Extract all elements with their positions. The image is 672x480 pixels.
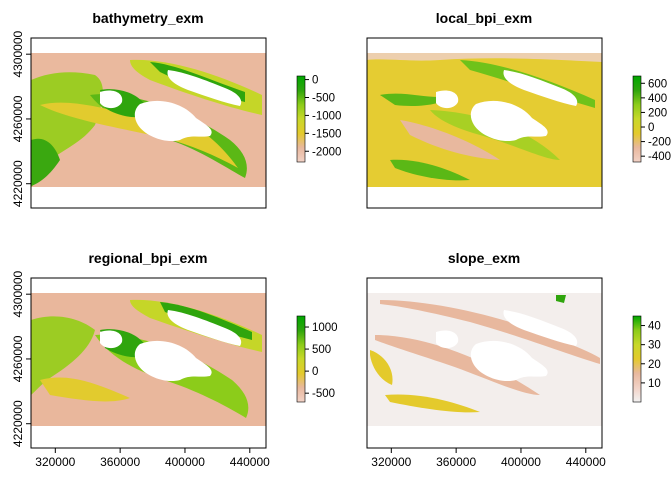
colorbar-tick-label: 10 — [648, 378, 661, 390]
x-tick-label: 440000 — [230, 455, 270, 469]
colorbar-tick-label: 400 — [648, 93, 667, 105]
raster-layer — [31, 53, 266, 187]
colorbar-tick-label: 0 — [312, 366, 318, 378]
y-tick-label: 4260000 — [11, 335, 25, 382]
colorbar-tick-label: -400 — [648, 151, 671, 163]
panel-title: local_bpi_exm — [436, 10, 533, 26]
plot-frame — [30, 37, 267, 209]
x-tick-label: 360000 — [436, 455, 476, 469]
panel-slope: slope_exm 320000 360000 400000 440000 40 30 2… — [366, 250, 661, 469]
colorbar-tick-label: 1000 — [312, 322, 338, 334]
land-mask — [100, 70, 242, 142]
raster-feature-salmon-patch — [400, 120, 500, 160]
y-tick-label: 4220000 — [11, 400, 25, 447]
colorbar-tick-label: 40 — [648, 321, 661, 333]
x-axis: 320000 360000 400000 440000 — [35, 448, 270, 469]
colorbar-ramp — [296, 315, 306, 403]
plot-frame — [366, 277, 603, 449]
y-axis: 4220000 4260000 4300000 — [11, 271, 31, 447]
raster-feature-ridge-north — [380, 300, 600, 364]
raster-feature-west-dark — [31, 138, 60, 186]
land-mask — [100, 310, 242, 382]
colorbar-ramp — [296, 75, 306, 163]
land-polygon-north — [167, 310, 242, 346]
x-axis: 320000 360000 400000 440000 — [371, 448, 606, 469]
colorbar-tick-label: 30 — [648, 340, 661, 352]
land-polygon-north — [503, 70, 578, 106]
raster-feature-pale-edge — [367, 53, 602, 62]
plot-frame — [366, 37, 603, 209]
land-polygon-center — [134, 100, 212, 142]
land-polygon-north — [167, 70, 242, 106]
land-polygon-west — [100, 90, 123, 109]
raster-feature-edge-green — [556, 295, 566, 303]
land-polygon-center — [470, 340, 548, 382]
land-mask — [436, 70, 578, 142]
plot-frame — [30, 277, 267, 449]
land-polygon-north — [503, 310, 578, 346]
x-tick-label: 320000 — [35, 455, 75, 469]
raster-feature-south-band — [40, 377, 130, 402]
land-polygon-center — [470, 100, 548, 142]
y-tick-label: 4300000 — [11, 31, 25, 78]
colorbar-tick-label: -500 — [312, 388, 335, 400]
panel-title: regional_bpi_exm — [88, 250, 207, 266]
raster-feature-south-band — [385, 394, 480, 413]
x-tick-label: 440000 — [566, 455, 606, 469]
land-polygon-center — [134, 340, 212, 382]
colorbar-tick-label: -1000 — [312, 110, 341, 122]
x-tick-label: 360000 — [100, 455, 140, 469]
land-mask — [436, 310, 578, 382]
y-axis: 4220000 4260000 4300000 — [11, 31, 31, 207]
y-tick-label: 4220000 — [11, 160, 25, 207]
colorbar-tick-label: -2000 — [312, 146, 341, 158]
raster-feature-west-streak — [380, 93, 450, 106]
panel-bathymetry: bathymetry_exm 4220000 4260000 4300000 0 -5… — [11, 10, 341, 209]
x-tick-label: 400000 — [501, 455, 541, 469]
legend-colorbar: 600 400 200 0 -200 -400 — [632, 75, 671, 163]
colorbar-ramp — [632, 75, 642, 163]
colorbar-tick-label: -200 — [648, 137, 671, 149]
land-polygon-west — [100, 330, 123, 349]
colorbar-tick-label: -500 — [312, 93, 335, 105]
colorbar-tick-label: 600 — [648, 78, 667, 90]
panel-title: bathymetry_exm — [92, 10, 203, 26]
colorbar-tick-label: 0 — [648, 122, 654, 134]
land-polygon-west — [436, 330, 459, 349]
x-tick-label: 320000 — [371, 455, 411, 469]
legend-colorbar: 1000 500 0 -500 — [296, 315, 338, 403]
legend-colorbar: 0 -500 -1000 -1500 -2000 — [296, 75, 341, 163]
raster-feature-south-streak — [390, 159, 470, 181]
raster-feature-band-upper — [40, 102, 238, 168]
colorbar-ramp — [632, 315, 642, 403]
raster-feature-west-band — [370, 350, 393, 385]
colorbar-tick-label: 0 — [312, 75, 318, 87]
legend-colorbar: 40 30 20 10 — [632, 315, 661, 403]
panel-regional-bpi: regional_bpi_exm 4220000 4260000 4300000 3… — [11, 250, 338, 469]
y-tick-label: 4300000 — [11, 271, 25, 318]
colorbar-tick-label: 20 — [648, 359, 661, 371]
colorbar-tick-label: -1500 — [312, 128, 341, 140]
raster-feature-west-green — [31, 316, 95, 395]
panel-local-bpi: local_bpi_exm 600 400 200 0 -200 -400 — [366, 10, 671, 209]
colorbar-tick-label: 500 — [312, 344, 331, 356]
x-tick-label: 400000 — [165, 455, 205, 469]
land-polygon-west — [436, 90, 459, 109]
panel-title: slope_exm — [448, 250, 520, 266]
colorbar-tick-label: 200 — [648, 107, 667, 119]
y-tick-label: 4260000 — [11, 95, 25, 142]
